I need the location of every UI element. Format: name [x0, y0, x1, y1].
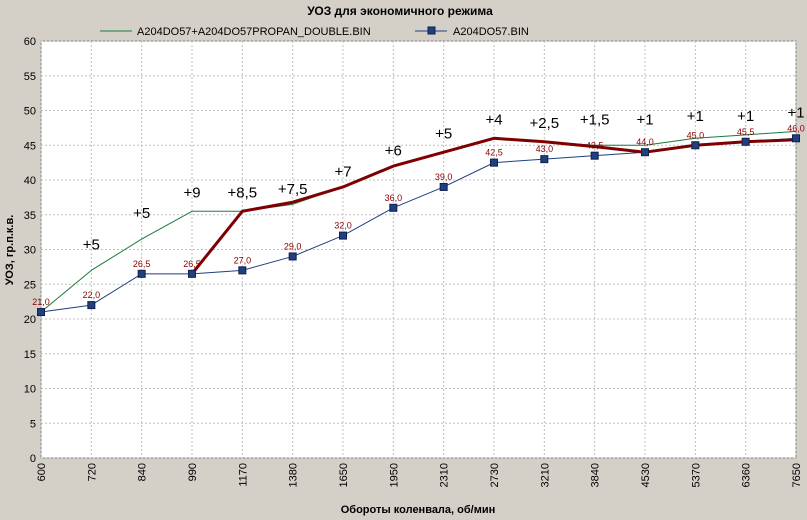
data-point-marker [641, 148, 649, 157]
x-tick-label: 7650 [791, 463, 803, 487]
x-tick-label: 840 [137, 463, 149, 481]
x-tick-label: 3840 [590, 463, 602, 487]
data-label: 29,0 [284, 241, 302, 251]
data-label: 36,0 [385, 193, 403, 203]
chart-title: УОЗ для экономичного режима [307, 4, 493, 18]
data-point-marker [691, 141, 700, 150]
x-tick-label: 1380 [288, 463, 300, 487]
delta-annotation: +1 [737, 108, 754, 125]
y-tick-label: 25 [24, 279, 36, 291]
delta-annotation: +5 [133, 205, 150, 222]
delta-annotation: +1 [787, 104, 804, 121]
delta-annotation: +7 [334, 164, 351, 181]
data-label: 46,0 [787, 123, 805, 133]
y-axis-title: УОЗ, гр.п.к.в. [4, 215, 16, 286]
data-point-marker [37, 308, 45, 317]
data-label: 44,0 [636, 137, 654, 147]
delta-annotation: +1 [687, 108, 704, 125]
y-tick-label: 30 [24, 245, 36, 257]
data-point-marker [792, 134, 800, 143]
annotations-layer: +5 +5 +9 +8,5 +7,5 +7 +6 +5 +4 +2,5 +1,5 +1 +1 +1 +1 [83, 104, 805, 253]
delta-annotation: +1,5 [580, 111, 610, 128]
delta-annotation: +9 [183, 184, 200, 201]
data-label: 43,5 [586, 141, 604, 151]
data-point-marker [87, 301, 96, 310]
data-point-marker [540, 155, 549, 164]
y-tick-label: 10 [24, 384, 36, 396]
y-tick-label: 40 [24, 175, 36, 187]
x-axis-title: Обороты коленвала, об/мин [341, 504, 496, 516]
legend-marker-series-2 [427, 26, 436, 35]
x-tick-label: 6360 [741, 463, 753, 487]
x-tick-label: 5370 [690, 463, 702, 487]
data-label: 21,0 [32, 297, 50, 307]
y-tick-label: 5 [30, 418, 36, 430]
y-tick-label: 50 [24, 106, 36, 118]
data-label: 26,5 [183, 259, 201, 269]
data-point-marker [590, 151, 599, 160]
x-tick-label: 720 [86, 463, 98, 481]
y-tick-label: 60 [24, 36, 36, 48]
y-tick-label: 35 [24, 210, 36, 222]
data-point-marker [288, 252, 297, 261]
y-tick-label: 20 [24, 314, 36, 326]
delta-annotation: +8,5 [228, 184, 258, 201]
data-point-marker [439, 182, 448, 191]
data-label: 45,5 [737, 127, 755, 137]
y-tick-label: 0 [30, 453, 36, 465]
data-labels-layer: 21,0 22,0 26,5 26,5 27,0 29,0 32,0 36,0 39,0 42,5… [32, 123, 805, 307]
x-tick-label: 600 [36, 463, 48, 481]
x-tick-label: 1950 [388, 463, 400, 487]
data-label: 22,0 [83, 290, 101, 300]
delta-annotation: +5 [83, 237, 100, 254]
x-tick-label: 1170 [237, 463, 249, 487]
delta-annotation: +2,5 [530, 115, 560, 132]
data-point-marker [188, 269, 196, 278]
data-point-marker [389, 203, 398, 212]
x-tick-label: 1650 [338, 463, 350, 487]
data-point-marker [137, 269, 146, 278]
data-point-marker [238, 266, 247, 275]
data-point-marker [741, 137, 750, 146]
data-label: 26,5 [133, 259, 151, 269]
x-tick-labels: 600 720 840 990 1170 1380 1650 1950 2310 2730 3210… [36, 463, 803, 487]
delta-annotation: +6 [385, 143, 402, 160]
legend: A204DO57+A204DO57PROPAN_DOUBLE.BIN A204D… [100, 26, 529, 38]
delta-annotation: +4 [485, 111, 502, 128]
gridlines [40, 40, 797, 459]
y-tick-label: 15 [24, 349, 36, 361]
y-tick-label: 55 [24, 71, 36, 83]
x-tick-label: 2310 [439, 463, 451, 487]
data-label: 45,0 [687, 130, 705, 140]
data-label: 42,5 [485, 148, 503, 158]
data-label: 43,0 [536, 144, 554, 154]
x-tick-label: 990 [187, 463, 199, 481]
y-tick-labels: 0 5 10 15 20 25 30 35 40 45 50 55 60 [24, 36, 36, 465]
x-tick-label: 3210 [539, 463, 551, 487]
delta-annotation: +5 [435, 125, 452, 142]
x-tick-label: 4530 [640, 463, 652, 487]
data-point-marker [490, 158, 498, 167]
data-label: 32,0 [334, 221, 352, 231]
y-tick-label: 45 [24, 140, 36, 152]
legend-label-series-2: A204DO57.BIN [453, 26, 529, 38]
data-point-marker [339, 231, 347, 240]
data-label: 39,0 [435, 172, 453, 182]
delta-annotation: +1 [636, 111, 653, 128]
data-label: 27,0 [234, 255, 252, 265]
series-layer [37, 130, 800, 317]
x-tick-label: 2730 [489, 463, 501, 487]
legend-label-series-1: A204DO57+A204DO57PROPAN_DOUBLE.BIN [137, 26, 371, 38]
delta-annotation: +7,5 [278, 181, 308, 198]
